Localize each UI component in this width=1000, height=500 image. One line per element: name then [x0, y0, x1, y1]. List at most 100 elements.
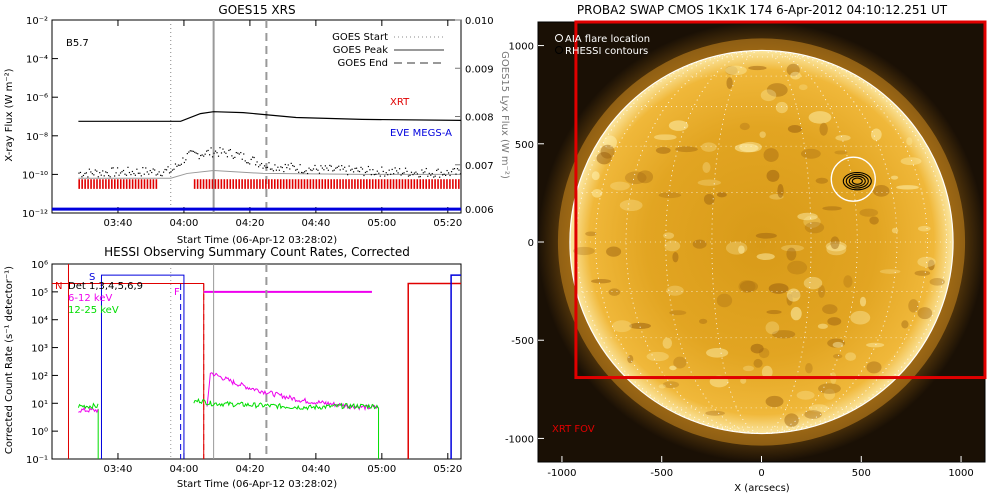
goes-xrs-short-point: [225, 152, 227, 154]
goes-xrt-obs-mark: [380, 179, 383, 189]
goes-xrs-short-point: [265, 167, 267, 169]
hessi-xtick-label: 03:40: [104, 464, 133, 475]
goes-xrs-short-point: [94, 169, 96, 171]
goes-xrt-obs-mark: [389, 179, 392, 189]
goes-xtick-label: 04:00: [170, 218, 199, 229]
goes-xtick-label: 05:00: [367, 218, 396, 229]
goes-xrs-short-point: [151, 171, 153, 174]
swap-surface-feature: [673, 356, 687, 369]
goes-xrs-short-point: [106, 172, 108, 174]
goes-legend-peak: GOES Peak: [333, 45, 388, 56]
goes-xrs-short-point: [447, 172, 450, 174]
swap-surface-feature: [658, 192, 682, 199]
goes-xrs-short-point: [131, 170, 134, 173]
swap-surface-feature: [927, 259, 935, 271]
goes-xrt-obs-mark: [443, 179, 445, 189]
goes-xrs-short-point: [277, 166, 279, 168]
swap-surface-feature: [742, 365, 755, 372]
swap-xtick-label: 500: [852, 468, 871, 479]
goes-xrs-short-point: [336, 166, 338, 169]
swap-legend-rhessi: RHESSI contours: [565, 46, 648, 57]
goes-xrs-short-point: [431, 172, 433, 175]
goes-xrs-short-point: [351, 168, 353, 170]
swap-limb: [569, 49, 954, 435]
swap-surface-feature: [786, 247, 797, 261]
goes-ytick-right-label: 0.006: [465, 205, 494, 216]
swap-surface-feature: [662, 337, 673, 349]
goes-xrs-short-point: [161, 175, 163, 177]
swap-surface-feature: [787, 260, 808, 275]
goes-xrs-short-point: [176, 165, 178, 167]
goes-xrs-short-point: [339, 169, 341, 171]
goes-xrs-short-point: [167, 166, 169, 168]
goes-xrs-short-point: [360, 166, 362, 168]
goes-xrt-obs-mark: [348, 179, 350, 189]
swap-grid-longitude: [711, 50, 812, 434]
goes-xrs-short-point: [91, 173, 93, 175]
swap-surface-feature: [908, 299, 919, 313]
goes-xrs-short-point: [189, 150, 191, 152]
goes-xrs-short-point: [381, 166, 383, 168]
goes-xrt-obs-mark: [226, 179, 229, 189]
swap-surface-feature: [798, 84, 808, 91]
goes-xrs-short-point: [216, 152, 218, 154]
goes-xrs-short-point: [406, 170, 408, 173]
goes-xrt-obs-mark: [431, 179, 433, 189]
swap-surface-feature: [784, 413, 799, 427]
goes-xrt-obs-mark: [202, 179, 205, 189]
swap-surface-feature: [664, 240, 681, 252]
goes-xrt-obs-mark: [363, 179, 365, 189]
goes-xrs-short-point: [125, 174, 128, 176]
swap-surface-feature: [675, 146, 698, 153]
swap-surface-feature: [929, 277, 945, 286]
goes-xrs-short-point: [79, 171, 82, 174]
swap-surface-feature: [797, 212, 818, 221]
goes-xrs-short-point: [338, 165, 340, 167]
swap-surface-feature: [827, 338, 846, 348]
goes-xrt-obs-mark: [102, 179, 104, 189]
goes-xrs-short-point: [114, 175, 116, 177]
swap-xrt-fov-label: XRT FOV: [552, 424, 595, 435]
goes-xrs-short-point: [198, 158, 200, 160]
goes-xrs-short-point: [210, 147, 212, 149]
goes-xrt-obs-mark: [235, 179, 237, 189]
goes-xrt-obs-mark: [241, 179, 243, 189]
swap-surface-feature: [612, 320, 632, 333]
goes-xrt-obs-mark: [354, 179, 356, 189]
goes-xrt-obs-mark: [416, 179, 419, 189]
swap-surface-feature: [804, 410, 822, 419]
goes-xrs-short-point: [393, 173, 395, 175]
swap-surface-feature: [859, 208, 879, 217]
goes-xrs-short-point: [278, 169, 280, 171]
hessi-xtick-label: 04:20: [235, 464, 264, 475]
swap-surface-feature: [890, 175, 899, 180]
swap-rhessi-contour: [845, 173, 869, 189]
goes-xtick-label: 05:20: [433, 218, 462, 229]
swap-surface-feature: [703, 193, 715, 205]
swap-surface-feature: [699, 318, 708, 324]
goes-xrs-short-point: [326, 167, 328, 169]
goes-xrs-short-point: [171, 169, 174, 171]
hessi-series-high: [77, 402, 99, 410]
goes-xrs-short-point: [78, 172, 80, 174]
goes-xrs-short-point: [97, 176, 99, 178]
goes-xrs-short-point: [88, 168, 90, 170]
goes-xrs-short-point: [183, 161, 185, 164]
swap-surface-feature: [702, 162, 711, 173]
goes-xrs-short-point: [281, 166, 283, 169]
swap-surface-feature: [896, 185, 919, 190]
goes-xrs-short-point: [418, 176, 420, 178]
swap-surface-feature: [823, 388, 836, 400]
swap-surface-feature: [775, 101, 788, 114]
swap-surface-feature: [734, 143, 759, 153]
goes-xrt-obs-mark: [78, 179, 80, 189]
swap-surface-feature: [760, 89, 777, 102]
goes-xrt-obs-mark: [419, 179, 422, 189]
swap-surface-feature: [815, 177, 828, 184]
goes-title: GOES15 XRS: [218, 3, 295, 17]
goes-xrs-short-point: [450, 171, 453, 173]
goes-xrt-obs-mark: [294, 179, 297, 189]
goes-xrs-short-point: [168, 172, 171, 174]
goes-xrs-short-point: [333, 169, 335, 171]
goes-xrt-obs-mark: [247, 179, 249, 189]
